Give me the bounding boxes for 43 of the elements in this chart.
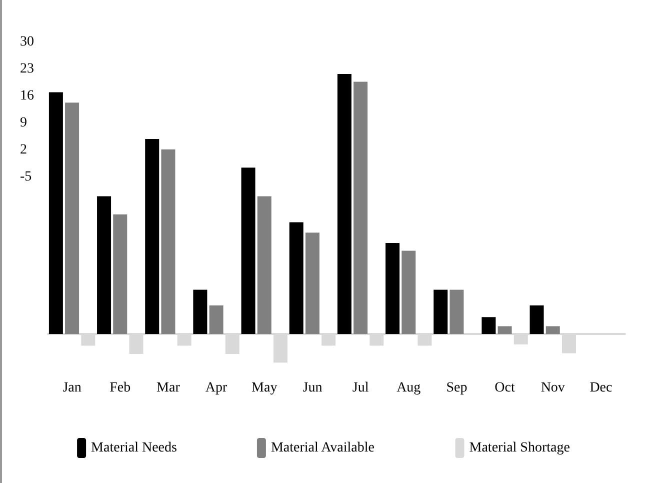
bar (289, 222, 304, 334)
x-tick-label: Sep (446, 380, 468, 396)
x-tick-label: Aug (396, 380, 421, 396)
bar (482, 317, 496, 334)
bar (241, 168, 256, 334)
bar (402, 250, 416, 334)
bar (450, 290, 464, 334)
bar (257, 196, 272, 334)
text: 30 (20, 34, 34, 50)
bar (97, 196, 112, 334)
bar (337, 74, 352, 334)
x-tick-label: Jul (352, 380, 369, 396)
x-tick-label: Feb (110, 380, 131, 396)
bar (209, 305, 224, 334)
bar (498, 326, 512, 334)
bar (65, 102, 80, 334)
x-tick-label: Nov (540, 380, 565, 396)
bar (48, 92, 63, 334)
bar (193, 290, 208, 334)
bar (386, 243, 400, 334)
bar (161, 149, 176, 334)
text: 16 (20, 88, 34, 104)
x-tick-label: Dec (590, 380, 612, 396)
legend-label: Material Needs (91, 440, 177, 456)
x-tick-label: May (252, 380, 278, 396)
x-tick-label: Mar (156, 380, 180, 396)
bar (113, 214, 128, 334)
legend-label: Material Available (270, 440, 374, 456)
legend-label: Material Shortage (469, 440, 570, 456)
x-tick-label: Oct (494, 380, 516, 396)
bar (546, 326, 560, 334)
text: -5 (20, 170, 32, 184)
bar (305, 232, 320, 334)
bar (354, 82, 368, 334)
bar (145, 139, 160, 334)
bar (530, 305, 544, 334)
x-tick-label: Jun (302, 380, 322, 396)
bar (434, 290, 448, 334)
text: 9 (20, 116, 27, 130)
text: 2 (20, 142, 27, 158)
text: 23 (20, 62, 34, 76)
x-tick-label: Apr (205, 380, 228, 396)
x-tick-label: Jan (62, 380, 82, 396)
